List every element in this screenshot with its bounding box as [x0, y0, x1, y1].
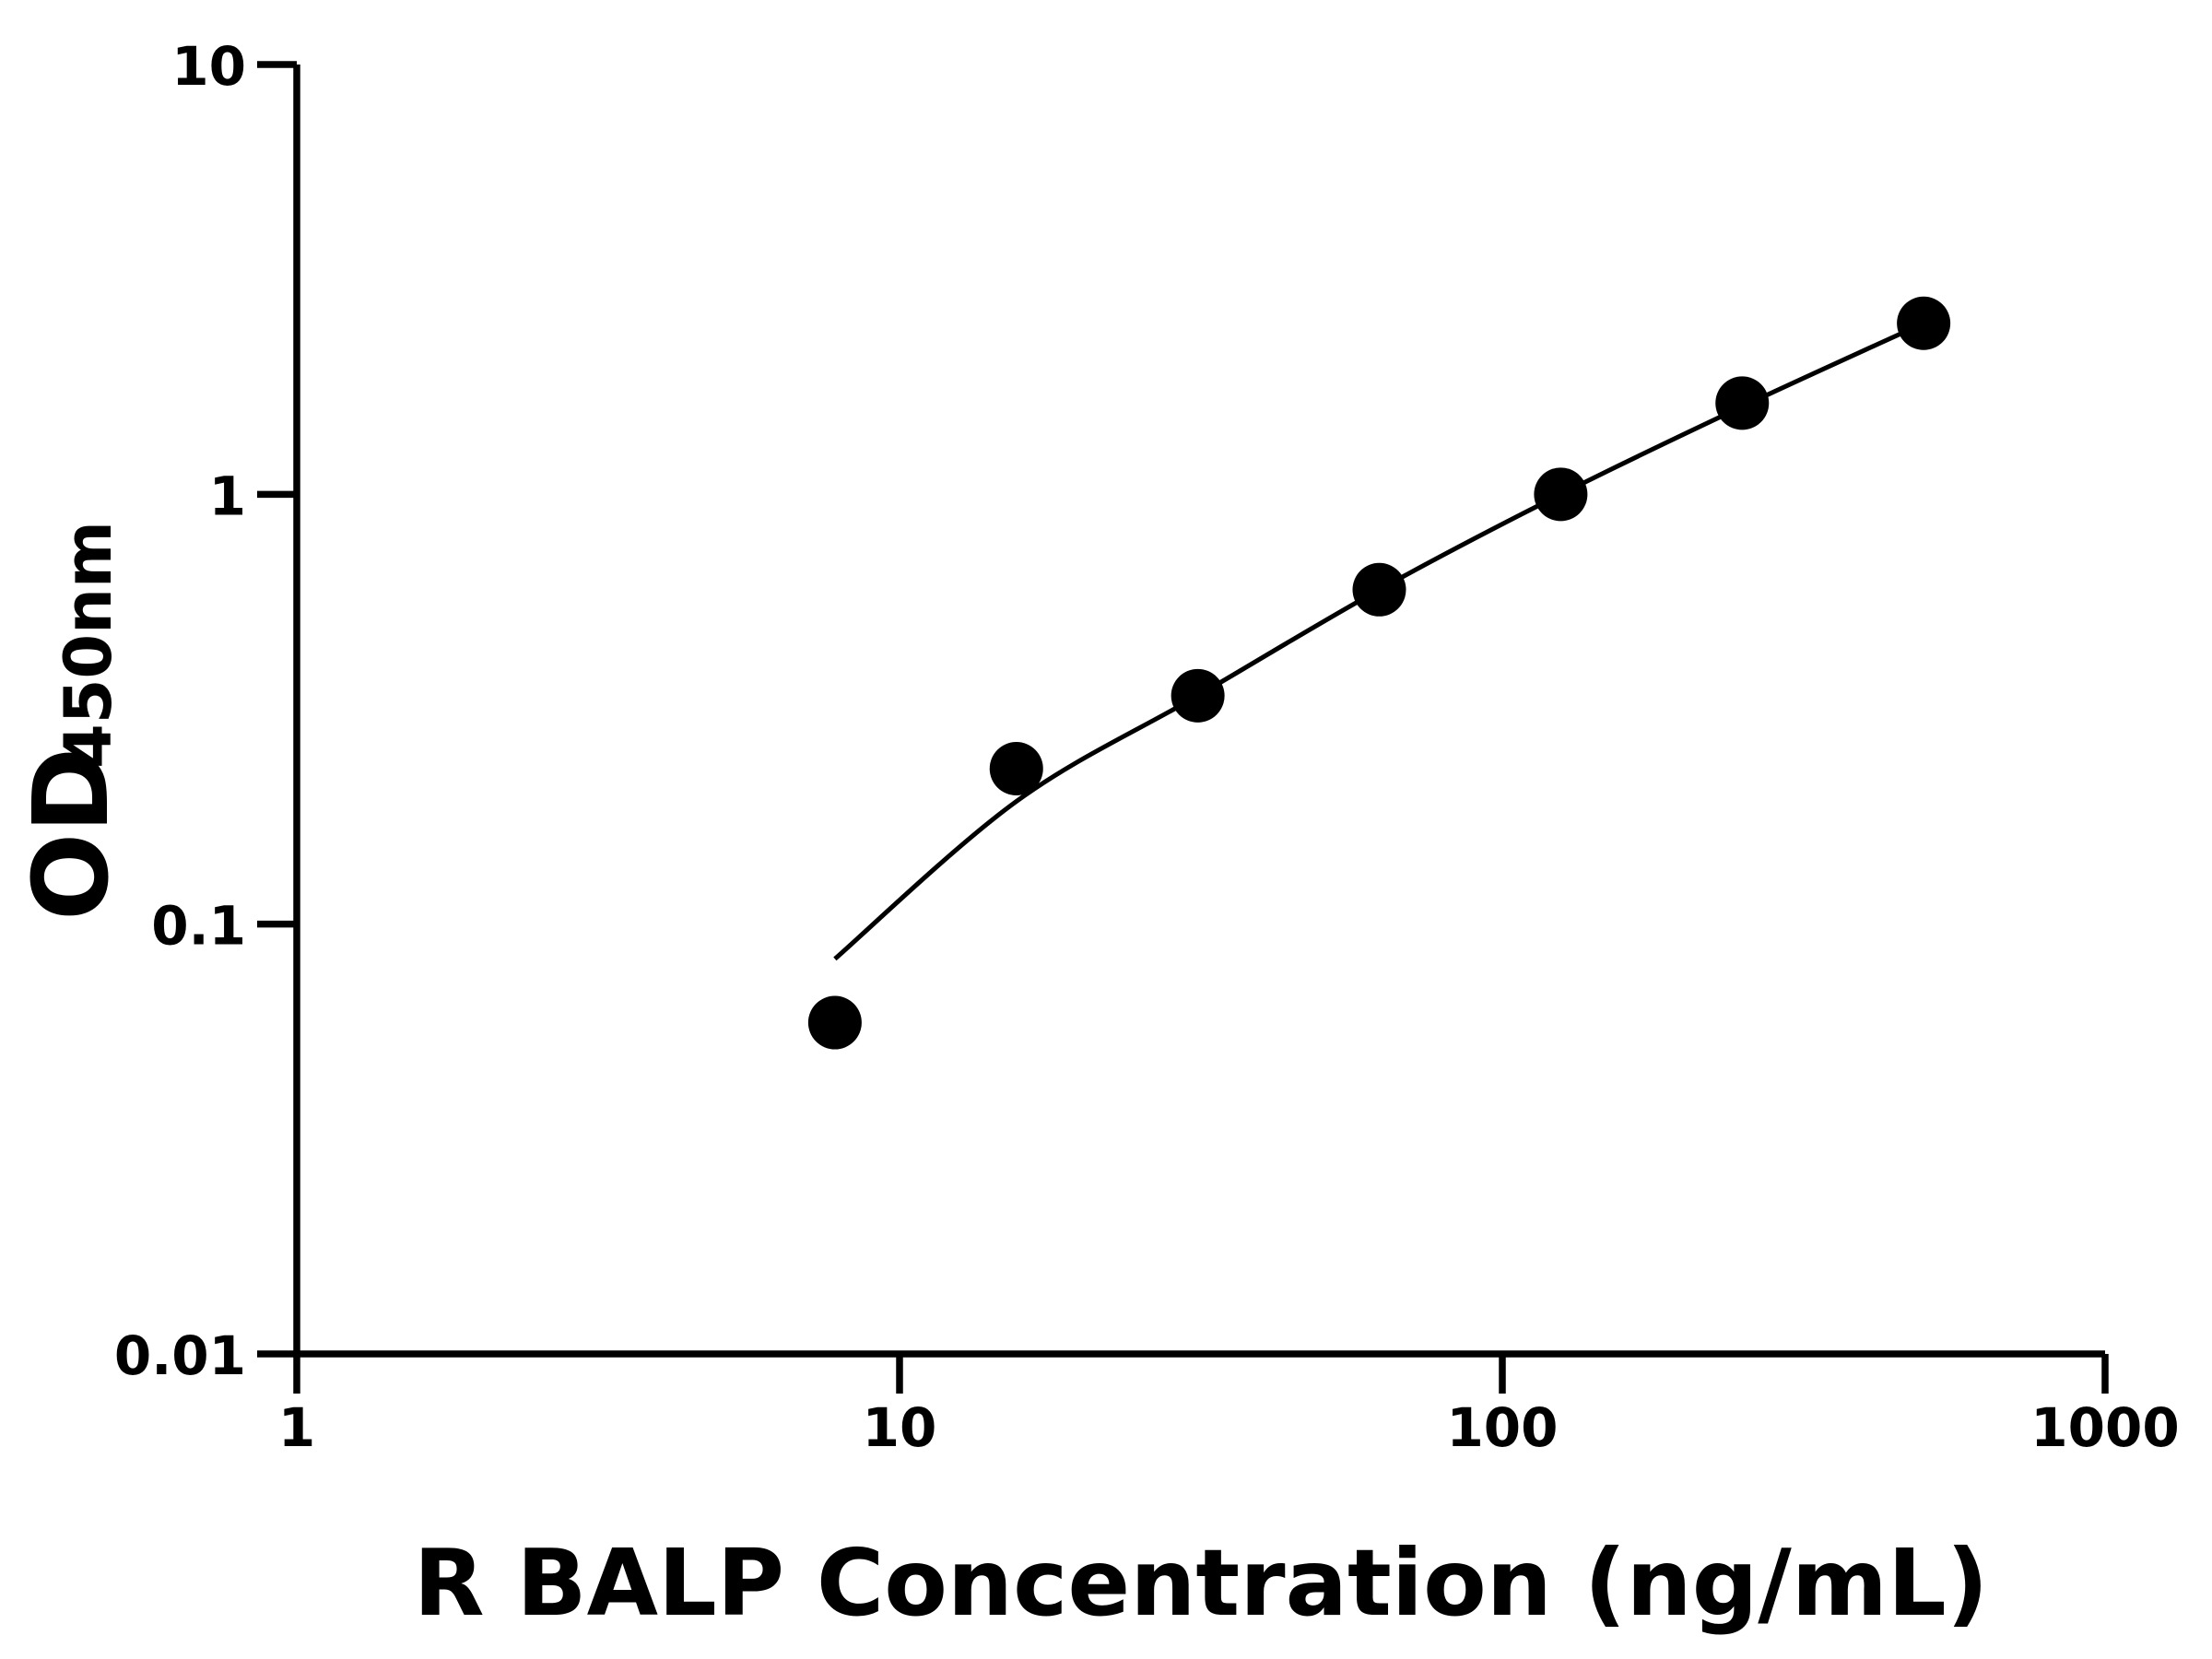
data-point — [1897, 296, 1951, 350]
data-point — [1534, 467, 1588, 522]
y-tick-label: 0.01 — [114, 1324, 246, 1387]
x-axis-label: R BALP Concentration (ng/mL) — [414, 1529, 1989, 1637]
y-axis-label-group: OD 450nm — [12, 521, 132, 921]
y-axis-label-subscript: 450nm — [51, 521, 126, 769]
y-tick-label: 10 — [171, 35, 246, 98]
data-point — [989, 741, 1043, 795]
y-tick-label: 0.1 — [151, 895, 246, 958]
data-point — [1352, 562, 1406, 617]
data-point — [807, 995, 862, 1050]
y-tick-label: 1 — [209, 465, 246, 527]
y-axis-label: OD — [12, 747, 132, 921]
x-tick-label: 100 — [1446, 1396, 1558, 1459]
data-point — [1171, 668, 1225, 723]
x-tick-label: 1000 — [2030, 1396, 2179, 1459]
x-tick-label: 1 — [278, 1396, 315, 1459]
data-point — [1715, 376, 1770, 430]
x-tick-label: 10 — [863, 1396, 937, 1459]
